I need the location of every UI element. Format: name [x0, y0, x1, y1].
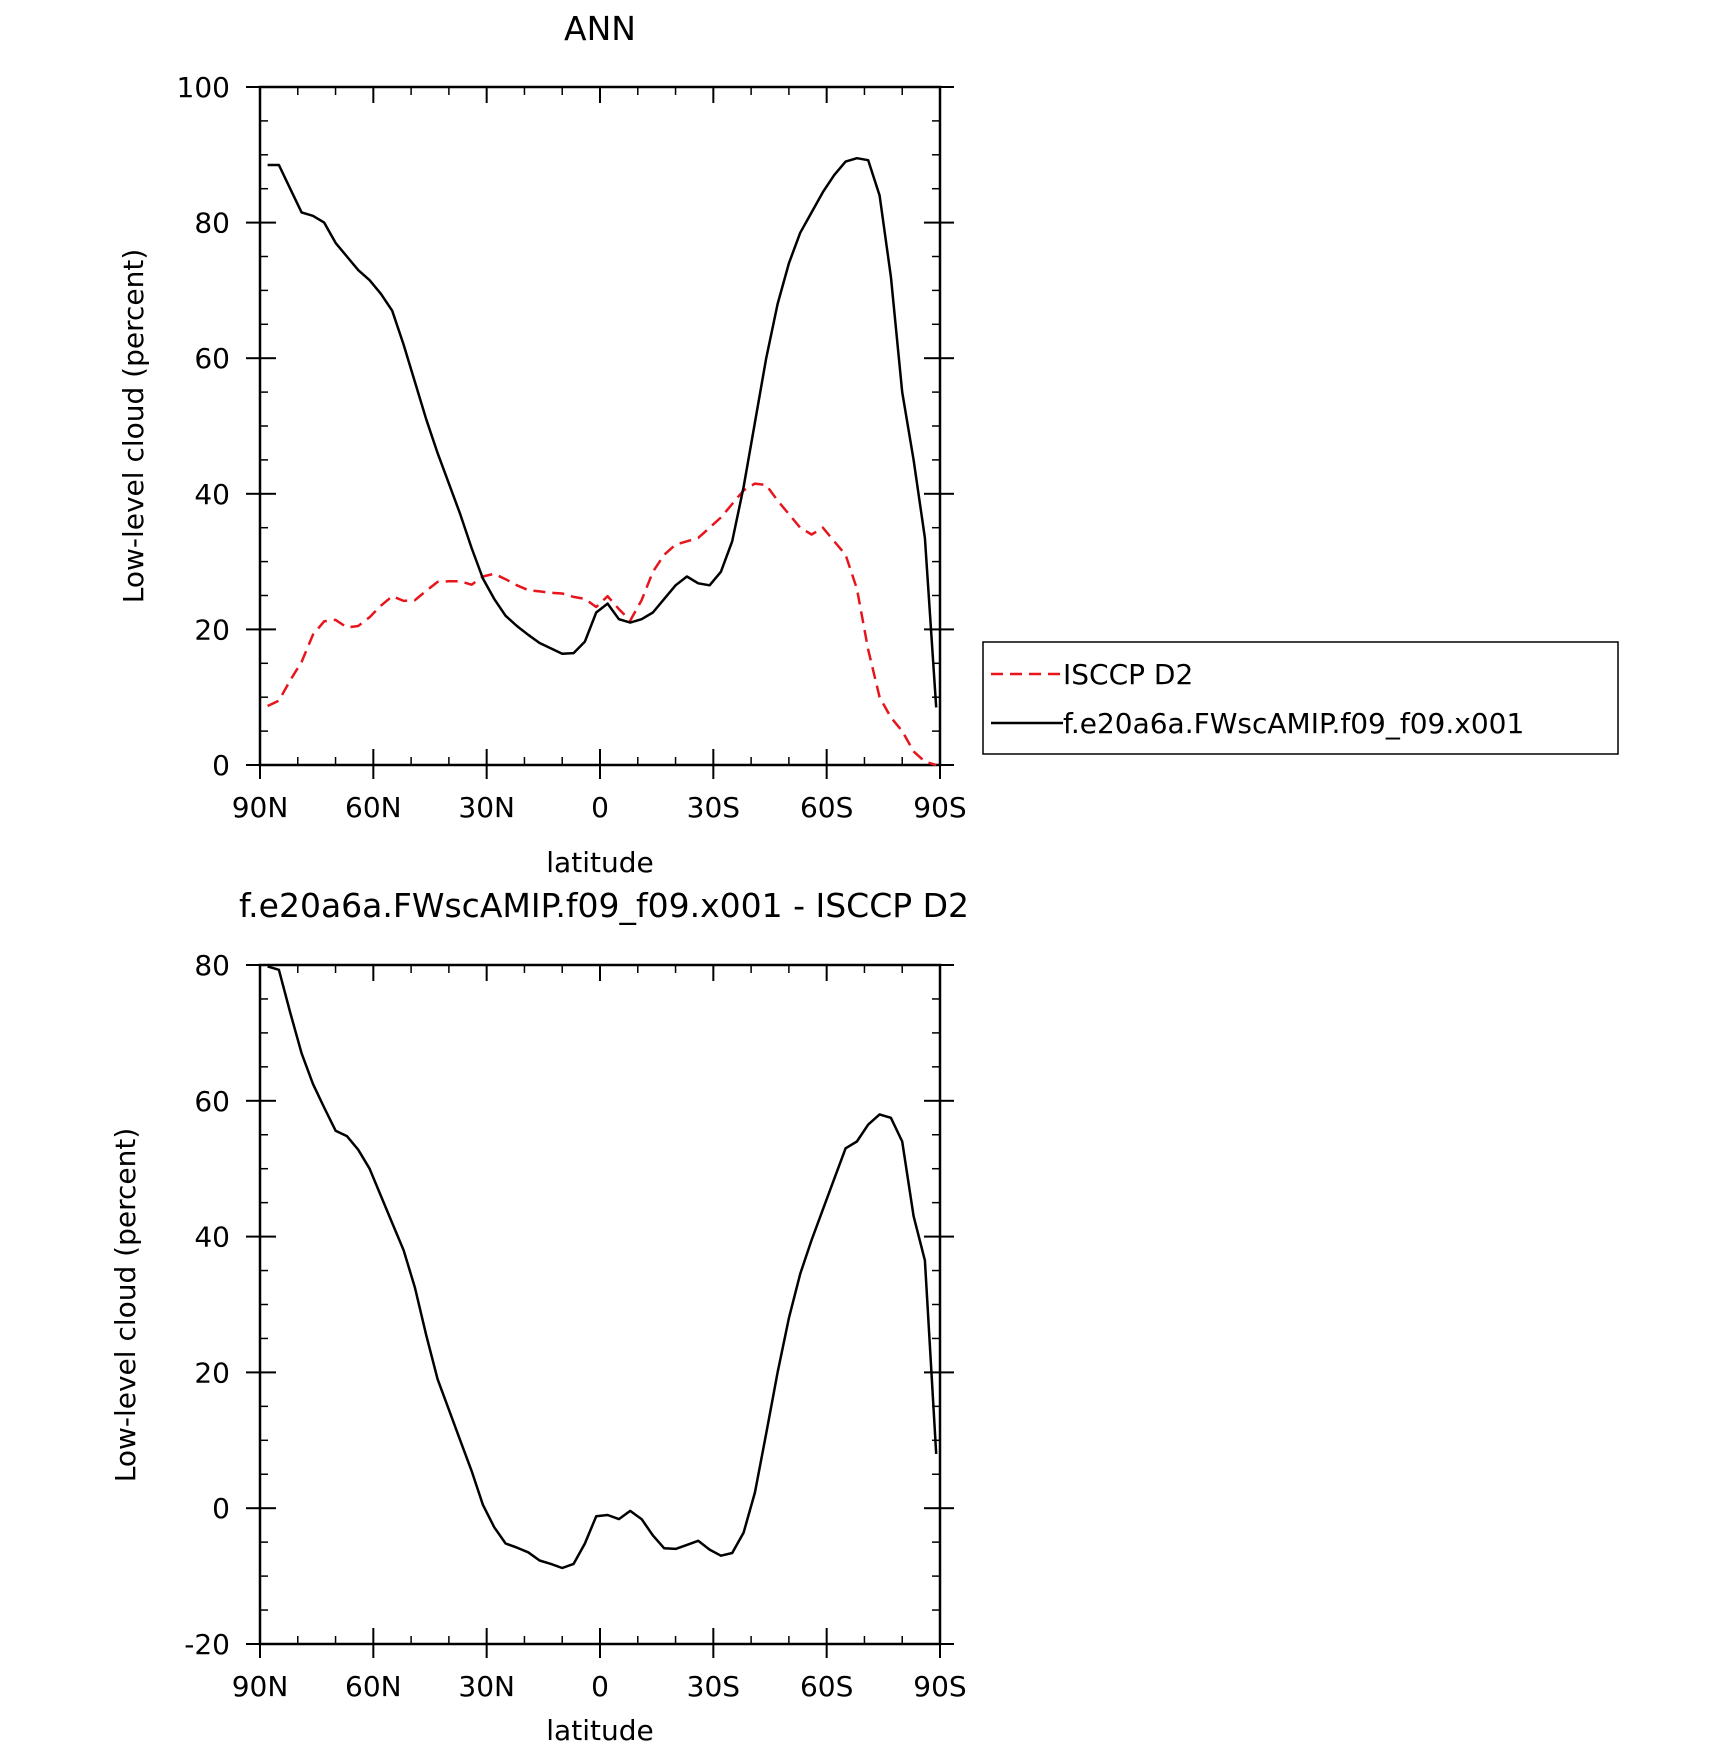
top-y-tick-label: 20: [194, 613, 230, 646]
top-x-tick-labels: 90N 60N 30N 0 30S 60S 90S: [232, 791, 967, 824]
bottom-y-tick-label: 40: [194, 1221, 230, 1254]
bottom-x-tick-label: 0: [591, 1670, 609, 1703]
top-y-tick-label: 80: [194, 207, 230, 240]
bottom-x-axis-label: latitude: [546, 1714, 653, 1745]
top-y-tick-label: 60: [194, 342, 230, 375]
top-x-tick-label: 90N: [232, 791, 289, 824]
bottom-y-tick-label: -20: [184, 1628, 230, 1661]
bottom-plot-frame: [258, 963, 942, 1646]
bottom-series-lines: [267, 965, 938, 1570]
legend-label-model: f.e20a6a.FWscAMIP.f09_f09.x001: [1063, 707, 1524, 740]
bottom-x-tick-label: 90S: [913, 1670, 966, 1703]
bottom-y-tick-labels: -20 0 20 40 60 80: [184, 949, 230, 1661]
top-x-tick-label: 60S: [800, 791, 853, 824]
bottom-tick-marks: [246, 964, 954, 1658]
bottom-x-tick-label: 30S: [687, 1670, 740, 1703]
bottom-panel: f.e20a6a.FWscAMIP.f09_f09.x001 - ISCCP D…: [109, 886, 969, 1745]
top-plot-frame: [258, 85, 942, 767]
legend: ISCCP D2 f.e20a6a.FWscAMIP.f09_f09.x001: [982, 641, 1619, 755]
top-x-tick-label: 0: [591, 791, 609, 824]
bottom-y-tick-label: 0: [212, 1492, 230, 1525]
bottom-x-tick-label: 60S: [800, 1670, 853, 1703]
top-y-tick-labels: 0 20 40 60 80 100: [177, 71, 230, 782]
top-x-tick-label: 90S: [913, 791, 966, 824]
top-series-line-1: [267, 156, 938, 708]
top-x-axis-label: latitude: [546, 846, 653, 879]
legend-label-isccp: ISCCP D2: [1063, 658, 1193, 691]
bottom-panel-title: f.e20a6a.FWscAMIP.f09_f09.x001 - ISCCP D…: [239, 886, 969, 925]
top-y-axis-label: Low-level cloud (percent): [117, 249, 150, 604]
bottom-y-tick-label: 80: [194, 949, 230, 982]
top-y-tick-label: 0: [212, 749, 230, 782]
top-y-tick-label: 40: [194, 478, 230, 511]
top-x-tick-label: 60N: [345, 791, 402, 824]
legend-box: [982, 641, 1619, 755]
top-x-tick-label: 30S: [687, 791, 740, 824]
bottom-x-tick-label: 60N: [345, 1670, 402, 1703]
top-series-lines: [267, 156, 938, 767]
bottom-x-tick-labels: 90N 60N 30N 0 30S 60S 90S: [232, 1670, 967, 1703]
bottom-y-axis-label: Low-level cloud (percent): [109, 1128, 142, 1483]
top-y-tick-label: 100: [177, 71, 230, 104]
bottom-y-tick-label: 60: [194, 1085, 230, 1118]
bottom-series-line-0: [267, 965, 938, 1570]
top-panel: ANN 90N 60N 30N 0 30S 60S 90S 0 20 40 60 80 100 lat…: [117, 9, 1619, 879]
top-x-tick-label: 30N: [458, 791, 515, 824]
bottom-x-tick-label: 30N: [458, 1670, 515, 1703]
top-tick-marks: [246, 86, 954, 779]
bottom-y-tick-label: 20: [194, 1356, 230, 1389]
top-series-line-0: [267, 482, 937, 767]
top-panel-title: ANN: [564, 9, 636, 48]
bottom-x-tick-label: 90N: [232, 1670, 289, 1703]
